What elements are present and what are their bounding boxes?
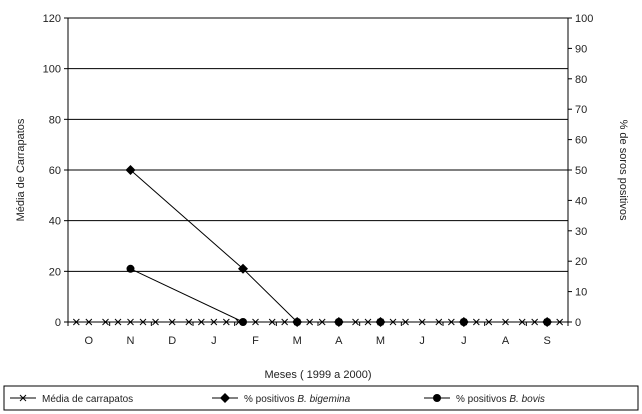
x-tick-label: N <box>127 335 135 347</box>
data-point <box>151 318 160 326</box>
y-axis-title: Média de Carrapatos <box>15 118 27 221</box>
left-tick-label: 80 <box>49 114 61 126</box>
legend-label-prefix: % positivos <box>456 394 509 405</box>
x-tick-label: J <box>461 335 467 347</box>
grid-lines <box>68 68 568 272</box>
data-point <box>139 318 147 326</box>
legend-items: Média de carrapatos % positivos B. bigemi… <box>10 393 545 405</box>
x-tick-label: A <box>335 335 343 347</box>
legend-label-species: B. bovis <box>509 394 545 405</box>
series-layer <box>72 165 564 327</box>
left-tick-label: 40 <box>49 216 61 228</box>
x-tick-label: J <box>211 335 217 347</box>
right-tick-label: 70 <box>575 104 587 116</box>
data-point <box>293 318 302 326</box>
data-point <box>238 263 248 274</box>
data-point <box>376 318 385 326</box>
legend-marker <box>19 394 27 402</box>
data-point <box>239 318 247 326</box>
y2-axis-title: % de soros positivos <box>617 120 629 221</box>
right-tick-label: 20 <box>575 256 587 268</box>
legend-label: % positivos B. bovis <box>456 394 545 405</box>
x-tick-label: S <box>543 335 550 347</box>
x-tick-label: J <box>419 335 425 347</box>
data-point <box>84 318 93 326</box>
data-point <box>197 318 206 326</box>
left-tick-label: 100 <box>43 64 61 76</box>
left-tick-label: 60 <box>49 165 61 177</box>
left-tick-label: 120 <box>43 13 61 25</box>
data-point <box>168 318 177 326</box>
right-tick-label: 40 <box>575 195 587 207</box>
data-point <box>334 318 343 326</box>
right-tick-label: 60 <box>575 135 587 147</box>
x-tick-label: F <box>252 335 259 347</box>
data-point <box>555 318 564 326</box>
data-point <box>209 318 218 326</box>
data-point <box>101 318 110 326</box>
right-tick-label: 50 <box>575 165 587 177</box>
right-tick-label: 90 <box>575 43 587 55</box>
legend-label: Média de carrapatos <box>42 394 133 405</box>
left-axis-ticks: 0 20 40 60 80 100 120 <box>43 13 68 329</box>
data-point <box>222 318 231 326</box>
right-tick-label: 0 <box>575 317 581 329</box>
data-point <box>72 318 81 326</box>
x-tick-label: M <box>293 335 302 347</box>
x-tick-label: O <box>85 335 94 347</box>
left-tick-label: 0 <box>55 317 61 329</box>
legend-label: % positivos B. bigemina <box>244 394 351 405</box>
legend-label-prefix: % positivos <box>244 394 297 405</box>
legend-item-b-bovis: % positivos B. bovis <box>424 394 545 405</box>
legend-item-media-carrapatos: Média de carrapatos <box>10 394 133 405</box>
data-point <box>114 318 122 326</box>
right-tick-label: 30 <box>575 226 587 238</box>
right-tick-label: 100 <box>575 13 593 25</box>
legend: Média de carrapatos % positivos B. bigemi… <box>3 385 639 411</box>
legend-marker <box>433 394 441 402</box>
x-tick-label: A <box>502 335 510 347</box>
right-tick-label: 80 <box>575 74 587 86</box>
x-tick-label: M <box>376 335 385 347</box>
legend-item-b-bigemina: % positivos B. bigemina <box>212 393 351 405</box>
data-point <box>184 318 193 326</box>
legend-box <box>3 385 639 411</box>
legend-label-species: B. bigemina <box>297 394 350 405</box>
data-point <box>459 318 468 326</box>
left-tick-label: 20 <box>49 266 61 278</box>
x-axis-title: Meses ( 1999 a 2000) <box>264 369 371 381</box>
x-tick-label: D <box>168 335 176 347</box>
right-axis-ticks: 0 10 20 30 40 50 60 70 80 90 100 <box>568 13 593 329</box>
right-tick-label: 10 <box>575 287 587 299</box>
data-point <box>543 318 552 326</box>
data-point <box>125 165 136 175</box>
data-point <box>126 318 135 326</box>
legend-marker <box>220 393 230 403</box>
data-point <box>126 264 135 273</box>
series-b-bovis <box>126 264 552 326</box>
